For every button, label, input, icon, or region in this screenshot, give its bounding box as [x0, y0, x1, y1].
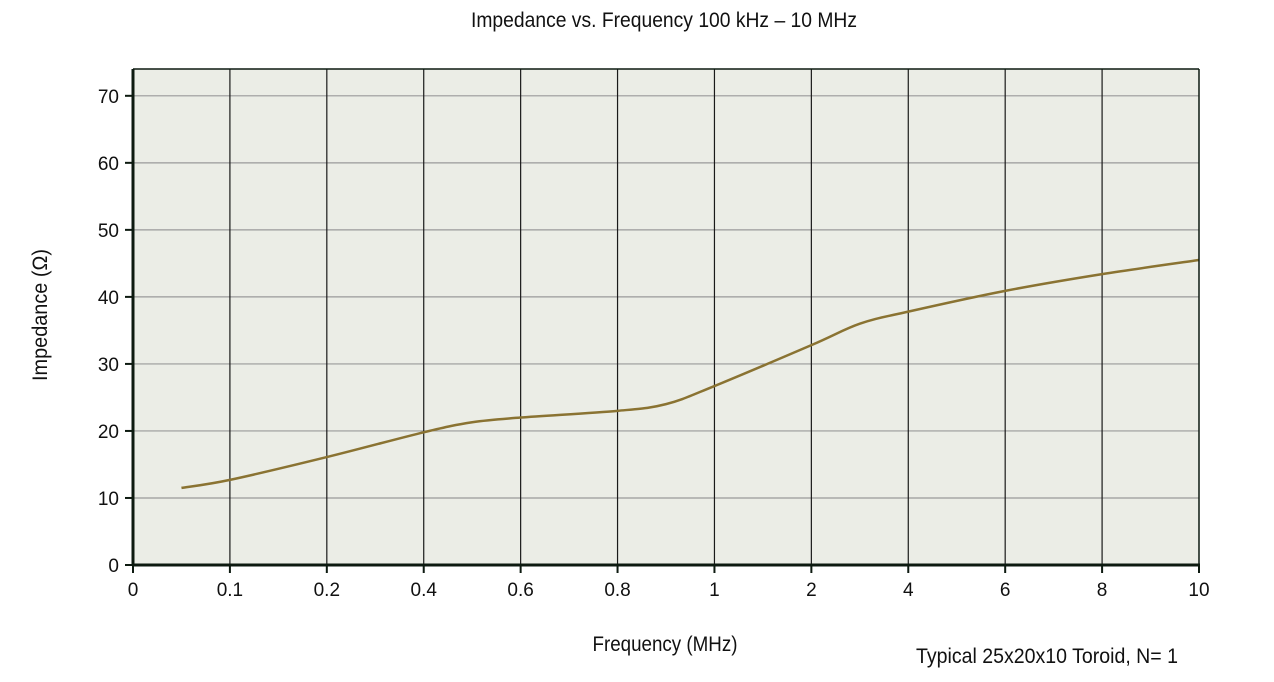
y-tick-label: 0 — [108, 556, 119, 577]
x-tick-label: 6 — [1000, 580, 1011, 601]
x-tick-label: 4 — [903, 580, 914, 601]
chart-title: Impedance vs. Frequency 100 kHz – 10 MHz — [471, 9, 857, 32]
x-tick-label: 0 — [128, 580, 139, 601]
x-tick-label: 0.4 — [411, 580, 438, 601]
x-tick-label: 0.6 — [507, 580, 533, 601]
impedance-curve — [181, 258, 1200, 490]
y-tick-label: 50 — [98, 221, 119, 242]
y-tick-label: 70 — [98, 87, 119, 108]
chart-note: Typical 25x20x10 Toroid, N= 1 — [916, 645, 1178, 668]
x-tick-label: 0.1 — [217, 580, 243, 601]
x-tick-label: 2 — [806, 580, 817, 601]
y-tick-label: 60 — [98, 154, 119, 175]
x-tick-label: 0.2 — [314, 580, 340, 601]
x-tick-label: 8 — [1097, 580, 1108, 601]
y-tick-label: 30 — [98, 355, 119, 376]
x-tick-label: 0.8 — [604, 580, 630, 601]
x-axis-label: Frequency (MHz) — [593, 633, 738, 656]
y-axis-label: Impedance (Ω) — [29, 249, 52, 381]
y-tick-label: 40 — [98, 288, 119, 309]
y-tick-label: 20 — [98, 422, 119, 443]
x-tick-label: 10 — [1188, 580, 1209, 601]
y-tick-label: 10 — [98, 489, 119, 510]
plot-area — [133, 69, 1199, 565]
x-tick-label: 1 — [709, 580, 720, 601]
